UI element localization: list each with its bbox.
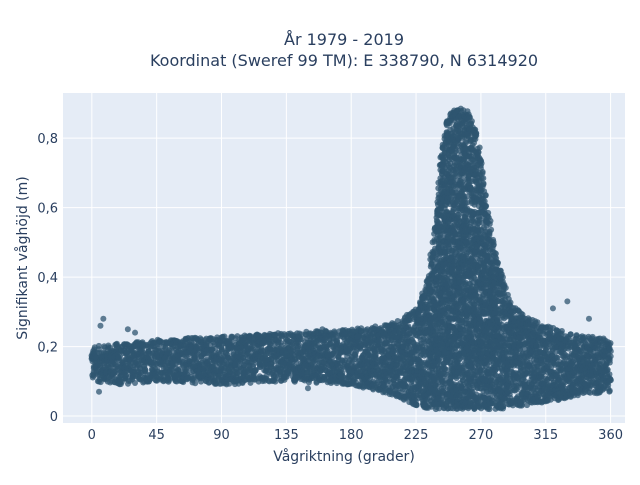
data-point <box>96 343 102 349</box>
data-point <box>123 373 129 379</box>
data-point <box>457 355 463 361</box>
data-point <box>414 402 420 408</box>
